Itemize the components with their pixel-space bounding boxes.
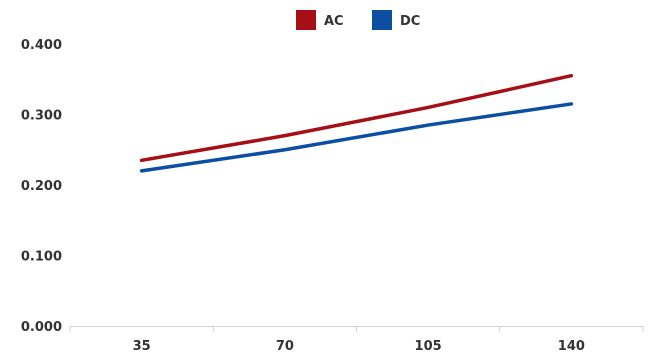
x-tick-label: 35	[133, 339, 151, 354]
series-line-dc	[139, 102, 574, 173]
legend-swatch-ac	[296, 10, 316, 30]
y-tick-label: 0.200	[21, 179, 62, 194]
legend-swatch-dc	[372, 10, 392, 30]
y-tick-label: 0.000	[21, 320, 62, 335]
x-tick-label: 105	[415, 339, 442, 354]
y-tick-label: 0.100	[21, 250, 62, 265]
legend-label-dc: DC	[400, 14, 420, 29]
x-axis: 35 70 105 140	[69, 326, 644, 354]
series-line-ac	[139, 73, 574, 163]
plot-area	[139, 73, 574, 173]
y-tick-label: 0.400	[21, 38, 62, 53]
y-tick-label: 0.300	[21, 109, 62, 124]
x-tick-label: 140	[558, 339, 585, 354]
legend-label-ac: AC	[324, 14, 344, 29]
y-axis: 0.000 0.100 0.200 0.300 0.400	[21, 38, 62, 335]
legend: AC DC	[296, 10, 420, 30]
x-tick-label: 70	[276, 339, 294, 354]
